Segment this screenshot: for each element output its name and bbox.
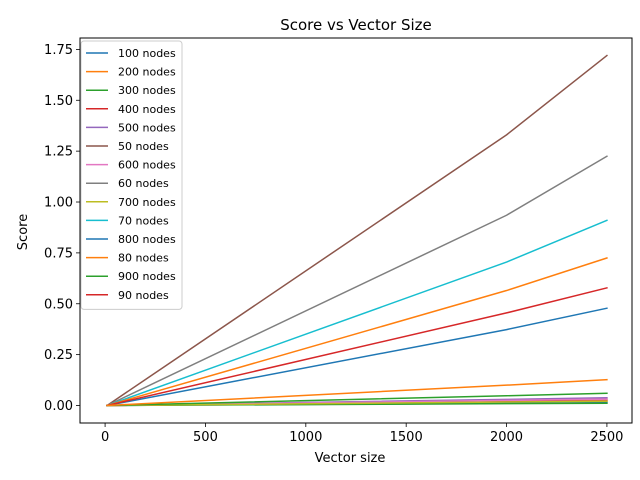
chart-title: Score vs Vector Size	[280, 16, 432, 34]
legend-entry-label: 70 nodes	[118, 214, 169, 227]
x-tick-label: 500	[193, 430, 218, 445]
series-line-9	[106, 219, 608, 407]
x-tick-label: 2000	[490, 430, 523, 445]
legend-entry-label: 300 nodes	[118, 84, 176, 97]
x-tick-label: 1000	[289, 430, 322, 445]
legend-entry-label: 100 nodes	[118, 47, 176, 60]
x-axis-ticks: 0 500 1000 1500 2000 2500	[101, 423, 623, 445]
legend-entry-label: 700 nodes	[118, 196, 176, 209]
series-line-13	[106, 286, 608, 407]
axes-frame	[79, 37, 633, 424]
y-axis-ticks: 0.00 0.25 0.50 0.75 1.00 1.25 1.50 1.75	[44, 43, 80, 414]
legend-entry-label: 50 nodes	[118, 140, 169, 153]
legend: 100 nodes 200 nodes 300 nodes 400 nodes 500 …	[80, 40, 183, 310]
series-line-10	[106, 307, 608, 407]
x-tick-label: 1500	[390, 430, 423, 445]
y-tick-label: 0.00	[44, 399, 73, 414]
legend-entry-label: 800 nodes	[118, 233, 176, 246]
legend-entry-label: 900 nodes	[118, 270, 176, 283]
y-axis-label: Score	[16, 214, 31, 250]
legend-entry-label: 600 nodes	[118, 159, 176, 172]
y-tick-label: 0.25	[44, 348, 73, 363]
y-tick-label: 1.75	[44, 43, 73, 58]
x-tick-label: 0	[101, 430, 109, 445]
legend-entry-label: 200 nodes	[118, 66, 176, 79]
x-tick-label: 2500	[590, 430, 623, 445]
series-line-14	[106, 378, 608, 407]
y-tick-label: 1.00	[44, 196, 73, 211]
series-line-12	[106, 392, 608, 407]
y-tick-label: 1.50	[44, 94, 73, 109]
y-tick-label: 0.50	[44, 297, 73, 312]
legend-entry-label: 90 nodes	[118, 289, 169, 302]
legend-box	[80, 40, 183, 310]
series-line-7	[106, 155, 608, 407]
y-tick-label: 1.25	[44, 145, 73, 160]
legend-entry-label: 60 nodes	[118, 177, 169, 190]
series-line-5	[106, 54, 608, 407]
legend-entry-label: 80 nodes	[118, 252, 169, 265]
legend-entry-label: 500 nodes	[118, 121, 176, 134]
plot-lines	[106, 54, 608, 407]
y-tick-label: 0.75	[44, 246, 73, 261]
series-line-11	[106, 257, 608, 407]
legend-entry-label: 400 nodes	[118, 103, 176, 116]
series-line-8	[106, 400, 608, 407]
x-axis-label: Vector size	[315, 451, 386, 466]
